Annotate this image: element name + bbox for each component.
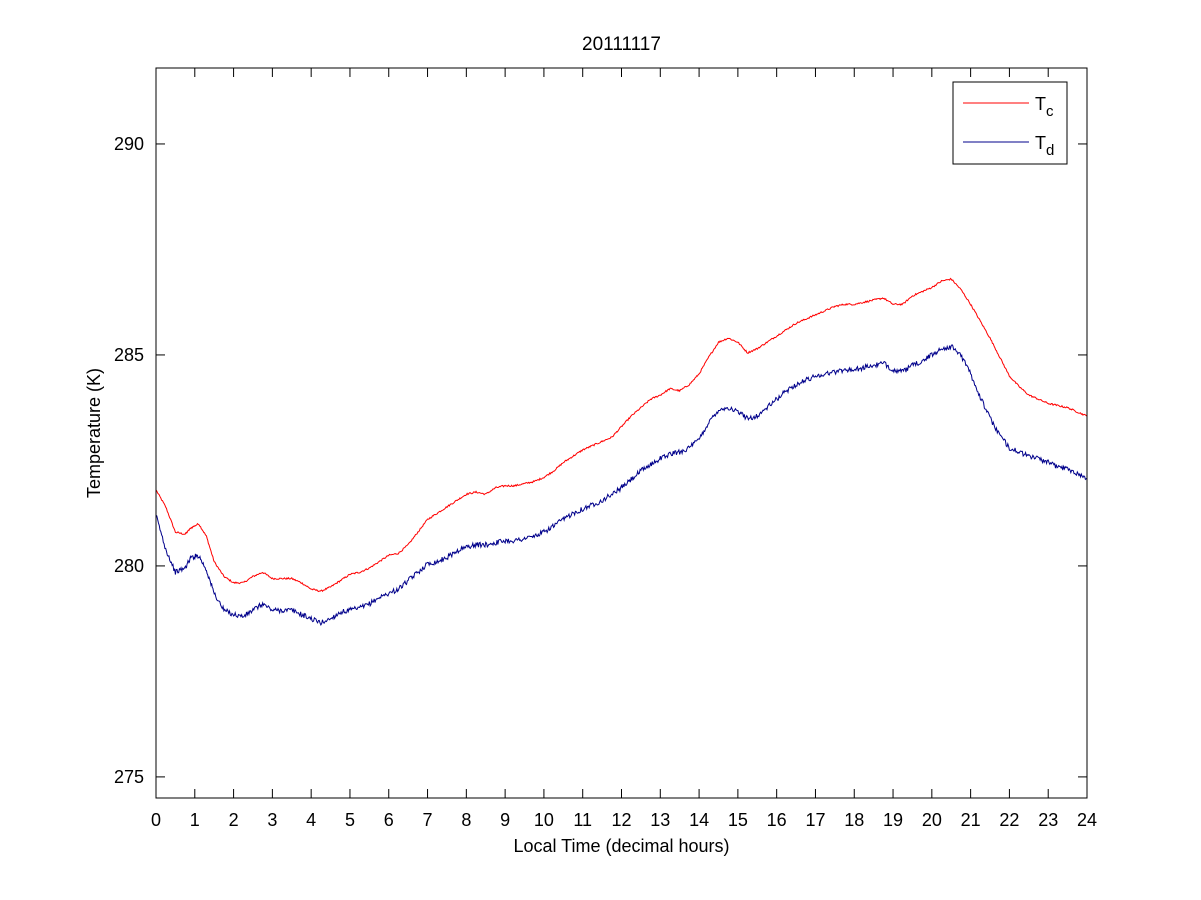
x-tick-label: 15: [728, 810, 748, 830]
y-axis-label: Temperature (K): [84, 368, 104, 498]
y-tick-label: 275: [114, 767, 144, 787]
legend-label-base: T: [1035, 94, 1046, 114]
x-tick-label: 5: [345, 810, 355, 830]
legend-label-subscript: d: [1046, 142, 1054, 159]
x-tick-label: 0: [151, 810, 161, 830]
x-tick-label: 1: [190, 810, 200, 830]
x-tick-label: 2: [229, 810, 239, 830]
x-tick-label: 3: [267, 810, 277, 830]
chart-title: 20111117: [582, 34, 661, 55]
x-tick-label: 9: [500, 810, 510, 830]
legend-label-subscript: c: [1046, 103, 1054, 120]
y-tick-label: 280: [114, 556, 144, 576]
x-tick-label: 24: [1077, 810, 1097, 830]
x-tick-label: 20: [922, 810, 942, 830]
y-tick-label: 285: [114, 345, 144, 365]
x-tick-label: 6: [384, 810, 394, 830]
x-tick-label: 13: [650, 810, 670, 830]
x-tick-label: 21: [961, 810, 981, 830]
x-tick-label: 16: [767, 810, 787, 830]
y-tick-label: 290: [114, 134, 144, 154]
x-tick-label: 14: [689, 810, 709, 830]
legend-label-base: T: [1035, 133, 1046, 153]
x-tick-label: 22: [999, 810, 1019, 830]
x-tick-label: 4: [306, 810, 316, 830]
x-tick-label: 18: [844, 810, 864, 830]
x-tick-label: 11: [573, 810, 592, 830]
x-tick-label: 17: [805, 810, 825, 830]
x-axis-label: Local Time (decimal hours): [513, 836, 729, 856]
x-tick-label: 23: [1038, 810, 1058, 830]
x-tick-label: 12: [611, 810, 631, 830]
x-tick-label: 10: [534, 810, 554, 830]
x-tick-label: 8: [461, 810, 471, 830]
x-tick-label: 7: [423, 810, 433, 830]
x-tick-label: 19: [883, 810, 903, 830]
